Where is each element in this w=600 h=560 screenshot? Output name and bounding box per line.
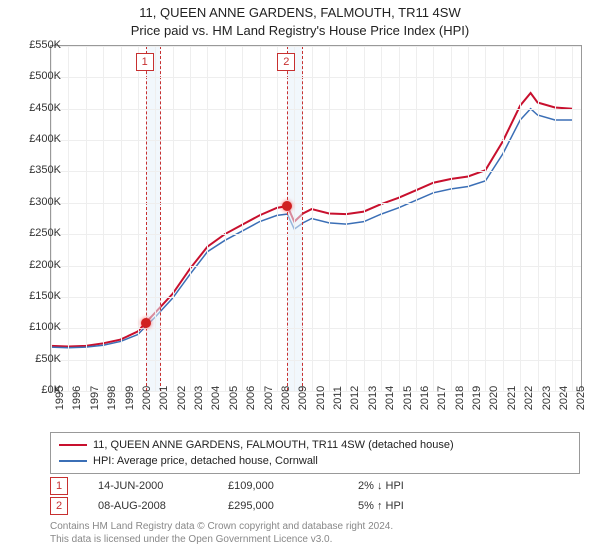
x-tick: 2001: [158, 386, 170, 410]
x-tick: 2015: [402, 386, 414, 410]
x-tick: 2011: [332, 386, 344, 410]
title-line-1: 11, QUEEN ANNE GARDENS, FALMOUTH, TR11 4…: [0, 4, 600, 22]
x-tick: 2023: [541, 386, 553, 410]
x-tick: 2006: [245, 386, 257, 410]
sale-marker-dot: [282, 201, 292, 211]
legend-label: 11, QUEEN ANNE GARDENS, FALMOUTH, TR11 4…: [93, 439, 454, 451]
x-tick: 1998: [106, 386, 118, 410]
sale-marker: 2: [50, 497, 68, 515]
x-tick: 2020: [488, 386, 500, 410]
y-tick: £50K: [11, 353, 65, 365]
chart-lines: [51, 46, 581, 391]
x-tick: 2021: [506, 386, 518, 410]
legend-item: 11, QUEEN ANNE GARDENS, FALMOUTH, TR11 4…: [59, 437, 571, 453]
y-tick: £200K: [11, 259, 65, 271]
y-tick: £400K: [11, 133, 65, 145]
x-tick: 2007: [263, 386, 275, 410]
x-tick: 2014: [384, 386, 396, 410]
x-tick: 2013: [367, 386, 379, 410]
x-tick: 2025: [575, 386, 587, 410]
y-tick: £100K: [11, 321, 65, 333]
sale-marker: 1: [50, 477, 68, 495]
x-tick: 1997: [89, 386, 101, 410]
sale-row: 1 14-JUN-2000 £109,000 2% ↓ HPI: [50, 476, 580, 496]
legend-item: HPI: Average price, detached house, Corn…: [59, 453, 571, 469]
x-tick: 2016: [419, 386, 431, 410]
y-tick: £450K: [11, 102, 65, 114]
sale-price: £295,000: [228, 500, 358, 512]
x-tick: 2004: [210, 386, 222, 410]
y-tick: £300K: [11, 196, 65, 208]
x-tick: 2017: [436, 386, 448, 410]
x-tick: 2010: [315, 386, 327, 410]
x-tick: 2018: [454, 386, 466, 410]
x-tick: 2009: [297, 386, 309, 410]
x-tick: 2000: [141, 386, 153, 410]
legend-swatch: [59, 444, 87, 446]
x-tick: 2003: [193, 386, 205, 410]
price-chart: [50, 45, 582, 392]
y-tick: £250K: [11, 227, 65, 239]
legend-swatch: [59, 460, 87, 462]
x-tick: 1996: [71, 386, 83, 410]
x-tick: 2019: [471, 386, 483, 410]
footer-line-2: This data is licensed under the Open Gov…: [50, 533, 580, 546]
footer-line-1: Contains HM Land Registry data © Crown c…: [50, 520, 580, 533]
title-line-2: Price paid vs. HM Land Registry's House …: [0, 22, 600, 40]
footer-text: Contains HM Land Registry data © Crown c…: [50, 520, 580, 546]
sale-date: 08-AUG-2008: [98, 500, 228, 512]
sale-marker-label: 2: [277, 53, 295, 71]
sale-marker-dot: [141, 318, 151, 328]
sales-table: 1 14-JUN-2000 £109,000 2% ↓ HPI 2 08-AUG…: [50, 476, 580, 516]
x-tick: 1995: [54, 386, 66, 410]
x-tick: 2008: [280, 386, 292, 410]
x-tick: 1999: [124, 386, 136, 410]
y-tick: £350K: [11, 164, 65, 176]
legend-label: HPI: Average price, detached house, Corn…: [93, 455, 318, 467]
x-tick: 2002: [176, 386, 188, 410]
x-tick: 2024: [558, 386, 570, 410]
y-tick: £550K: [11, 39, 65, 51]
sale-row: 2 08-AUG-2008 £295,000 5% ↑ HPI: [50, 496, 580, 516]
x-tick: 2005: [228, 386, 240, 410]
legend-box: 11, QUEEN ANNE GARDENS, FALMOUTH, TR11 4…: [50, 432, 580, 474]
sale-date: 14-JUN-2000: [98, 480, 228, 492]
sale-diff: 5% ↑ HPI: [358, 500, 488, 512]
sale-price: £109,000: [228, 480, 358, 492]
sale-marker-label: 1: [136, 53, 154, 71]
x-tick: 2022: [523, 386, 535, 410]
y-tick: £500K: [11, 70, 65, 82]
page-title: 11, QUEEN ANNE GARDENS, FALMOUTH, TR11 4…: [0, 0, 600, 39]
x-tick: 2012: [349, 386, 361, 410]
y-tick: £150K: [11, 290, 65, 302]
sale-diff: 2% ↓ HPI: [358, 480, 488, 492]
